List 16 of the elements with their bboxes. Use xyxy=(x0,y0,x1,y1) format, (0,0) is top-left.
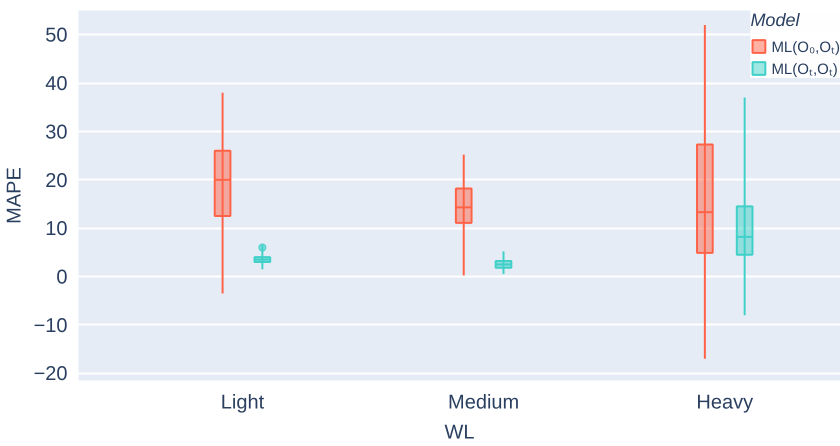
x-tick-label: Light xyxy=(220,392,265,414)
y-tick-label: 0 xyxy=(56,266,68,289)
y-axis-title: MAPE xyxy=(4,167,26,224)
x-tick-label: Heavy xyxy=(696,392,754,414)
legend-label: ML(Oₜ,Oₜ) xyxy=(771,60,838,78)
y-tick-label: 10 xyxy=(45,218,68,240)
x-tick-label: Medium xyxy=(448,392,520,414)
legend-label: ML(O₀,Oₜ) xyxy=(771,38,840,56)
y-tick-label: −10 xyxy=(34,314,68,337)
y-tick-label: 30 xyxy=(45,121,68,144)
y-tick-label: 40 xyxy=(45,73,68,96)
y-tick-label: −20 xyxy=(34,363,68,386)
y-tick-label: 20 xyxy=(45,170,68,192)
legend-title: Model xyxy=(750,10,801,31)
x-axis-title: WL xyxy=(444,422,474,444)
y-tick-label: 50 xyxy=(45,24,68,47)
